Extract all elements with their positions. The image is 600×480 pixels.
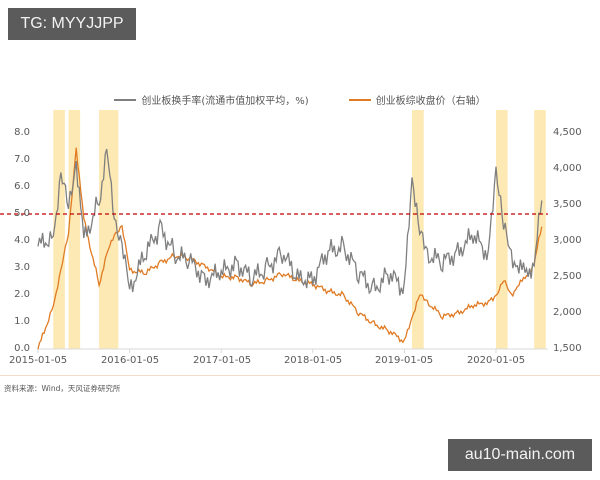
x-axis-ticks: [37, 349, 497, 353]
x-tick: 2019-01-05: [374, 355, 434, 366]
right-tick: 3,500: [553, 199, 582, 210]
right-tick: 1,500: [553, 343, 582, 354]
left-tick: 6.0: [14, 181, 30, 192]
legend-item-index: 创业板综收盘价（右轴）: [348, 92, 486, 107]
legend-swatch-gray: [114, 98, 137, 101]
right-tick: 2,000: [553, 307, 582, 318]
right-tick: 4,500: [553, 127, 582, 138]
right-tick: 3,000: [553, 235, 582, 246]
left-tick: 8.0: [14, 127, 30, 138]
left-tick: 4.0: [14, 235, 30, 246]
legend-label-index: 创业板综收盘价（右轴）: [375, 96, 486, 107]
x-tick: 2020-01-05: [466, 355, 526, 366]
legend-item-turnover: 创业板换手率(流通市值加权平均，%): [114, 92, 309, 107]
left-tick: 3.0: [14, 262, 30, 273]
right-tick: 2,500: [553, 271, 582, 282]
highlight-band: [99, 110, 119, 349]
source-note: 资料来源：Wind，天风证券研究所: [4, 384, 121, 393]
highlight-band: [68, 110, 81, 349]
left-tick: 2.0: [14, 289, 30, 300]
x-tick: 2017-01-05: [192, 355, 252, 366]
left-tick: 1.0: [14, 316, 30, 327]
index-line: [37, 147, 543, 350]
highlight-band: [53, 110, 65, 349]
chart-legend: 创业板换手率(流通市值加权平均，%) 创业板综收盘价（右轴）: [0, 92, 600, 107]
x-tick: 2015-01-05: [8, 355, 68, 366]
legend-swatch-orange: [348, 98, 371, 101]
highlight-band: [534, 110, 546, 349]
legend-label-turnover: 创业板换手率(流通市值加权平均，%): [141, 96, 309, 107]
source-divider: [0, 375, 600, 376]
highlight-band: [496, 110, 508, 349]
left-tick: 7.0: [14, 154, 30, 165]
x-tick: 2018-01-05: [283, 355, 343, 366]
watermark-top: TG: MYYJJPP: [8, 8, 136, 40]
highlight-band: [412, 110, 424, 349]
highlight-bands: [53, 110, 546, 349]
right-tick: 4,000: [553, 163, 582, 174]
watermark-bottom: au10-main.com: [448, 439, 592, 471]
left-tick: 5.0: [14, 208, 30, 219]
left-tick: 0.0: [14, 343, 30, 354]
turnover-line: [37, 148, 543, 296]
x-tick: 2016-01-05: [100, 355, 160, 366]
